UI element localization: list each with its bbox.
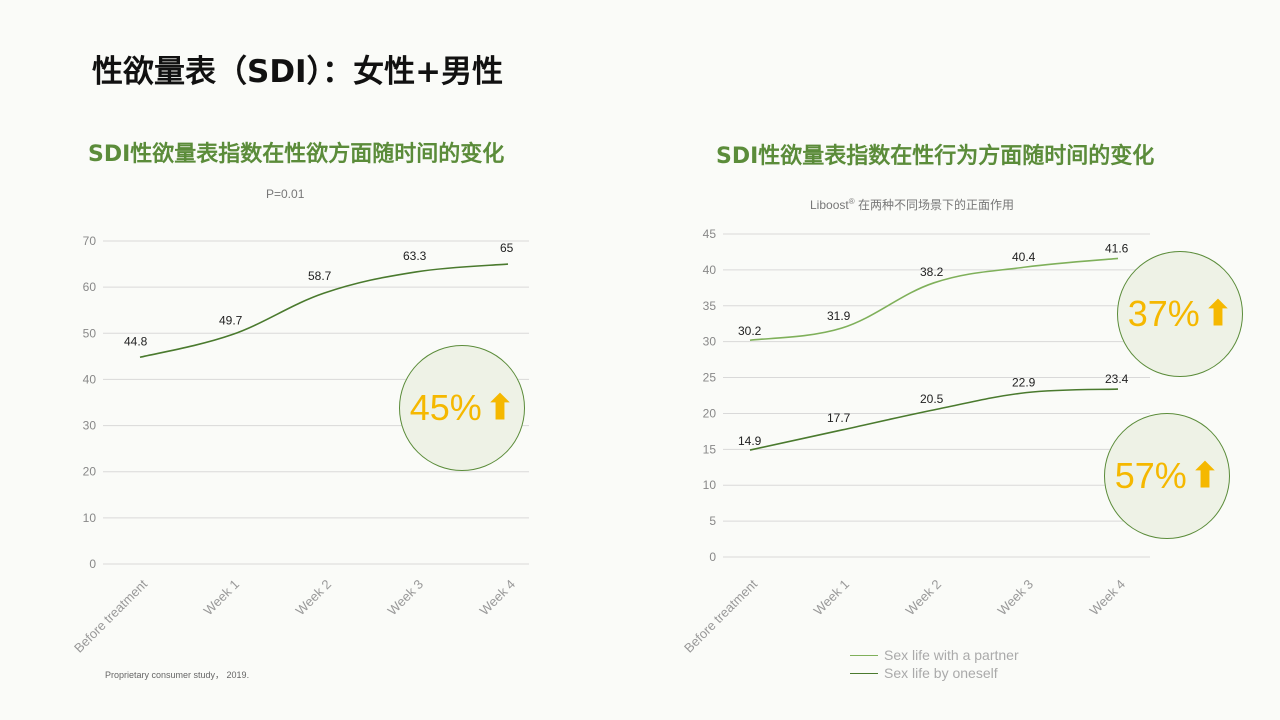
up-arrow-icon: ⬆: [485, 389, 515, 427]
x-tick-label: Before treatment: [681, 576, 760, 655]
left-chart-subtitle: P=0.01: [266, 187, 305, 201]
callout-value: 37%: [1127, 293, 1200, 334]
subtitle-brand: Liboost: [810, 198, 849, 212]
data-label: 30.2: [738, 324, 762, 338]
y-tick-label: 10: [703, 478, 717, 492]
legend-label: Sex life by oneself: [884, 665, 998, 681]
up-arrow-icon: ⬆: [1203, 295, 1233, 333]
data-label: 65: [500, 241, 514, 255]
y-tick-label: 20: [703, 406, 717, 420]
data-label: 20.5: [920, 392, 944, 406]
y-tick-label: 0: [709, 550, 716, 564]
data-label: 17.7: [827, 411, 851, 425]
right-top-callout: 37% ⬆: [1117, 251, 1243, 377]
x-tick-label: Week 3: [995, 577, 1037, 619]
y-tick-label: 10: [83, 511, 97, 525]
data-label: 40.4: [1012, 250, 1036, 264]
y-tick-label: 15: [703, 442, 717, 456]
legend-item-partner: Sex life with a partner: [850, 646, 1019, 664]
y-tick-label: 30: [703, 335, 717, 349]
data-label: 63.3: [403, 249, 427, 263]
right-bottom-callout: 57% ⬆: [1104, 413, 1230, 539]
x-tick-label: Week 1: [811, 577, 853, 619]
data-label: 14.9: [738, 434, 762, 448]
footnote: Proprietary consumer study， 2019.: [105, 670, 250, 680]
data-label: 31.9: [827, 309, 851, 323]
left-callout: 45% ⬆: [399, 345, 525, 471]
y-tick-label: 40: [83, 372, 97, 386]
data-label: 23.4: [1105, 372, 1129, 386]
callout-value: 57%: [1114, 455, 1187, 496]
data-label: 41.6: [1105, 241, 1129, 255]
data-label: 49.7: [219, 314, 243, 328]
legend-item-oneself: Sex life by oneself: [850, 664, 1019, 682]
x-tick-label: Week 1: [201, 577, 243, 619]
x-tick-label: Week 4: [1087, 577, 1129, 619]
data-label: 44.8: [124, 334, 148, 348]
series-line: [749, 257, 1119, 342]
y-tick-label: 60: [83, 280, 97, 294]
y-tick-label: 30: [83, 419, 97, 433]
y-tick-label: 20: [83, 465, 97, 479]
y-tick-label: 35: [703, 299, 717, 313]
legend-swatch: [850, 654, 878, 656]
registered-mark: ®: [848, 197, 855, 206]
legend-swatch: [850, 672, 878, 674]
x-tick-label: Week 4: [477, 577, 519, 619]
y-tick-label: 70: [83, 234, 97, 248]
right-chart-legend: Sex life with a partner Sex life by ones…: [850, 646, 1019, 682]
callout-value: 45%: [409, 387, 482, 428]
y-tick-label: 25: [703, 371, 717, 385]
x-tick-label: Before treatment: [71, 576, 150, 655]
y-tick-label: 0: [89, 557, 96, 571]
y-tick-label: 45: [703, 227, 717, 241]
data-label: 58.7: [308, 269, 332, 283]
right-chart-title: SDI性欲量表指数在性行为方面随时间的变化: [716, 144, 1155, 169]
slide-title: 性欲量表（SDI）：女性+男性: [92, 54, 504, 90]
y-tick-label: 5: [709, 514, 716, 528]
legend-label: Sex life with a partner: [884, 647, 1019, 663]
up-arrow-icon: ⬆: [1190, 457, 1220, 495]
series-line: [749, 388, 1119, 451]
data-label: 22.9: [1012, 376, 1036, 390]
data-label: 38.2: [920, 265, 944, 279]
x-tick-label: Week 2: [293, 577, 335, 619]
right-chart-subtitle: Liboost® 在两种不同场景下的正面作用: [810, 196, 1014, 213]
series-line: [139, 263, 509, 359]
y-tick-label: 40: [703, 263, 717, 277]
subtitle-text: 在两种不同场景下的正面作用: [854, 198, 1014, 212]
x-tick-label: Week 3: [385, 577, 427, 619]
left-chart-title: SDI性欲量表指数在性欲方面随时间的变化: [88, 142, 505, 167]
x-tick-label: Week 2: [903, 577, 945, 619]
y-tick-label: 50: [83, 326, 97, 340]
